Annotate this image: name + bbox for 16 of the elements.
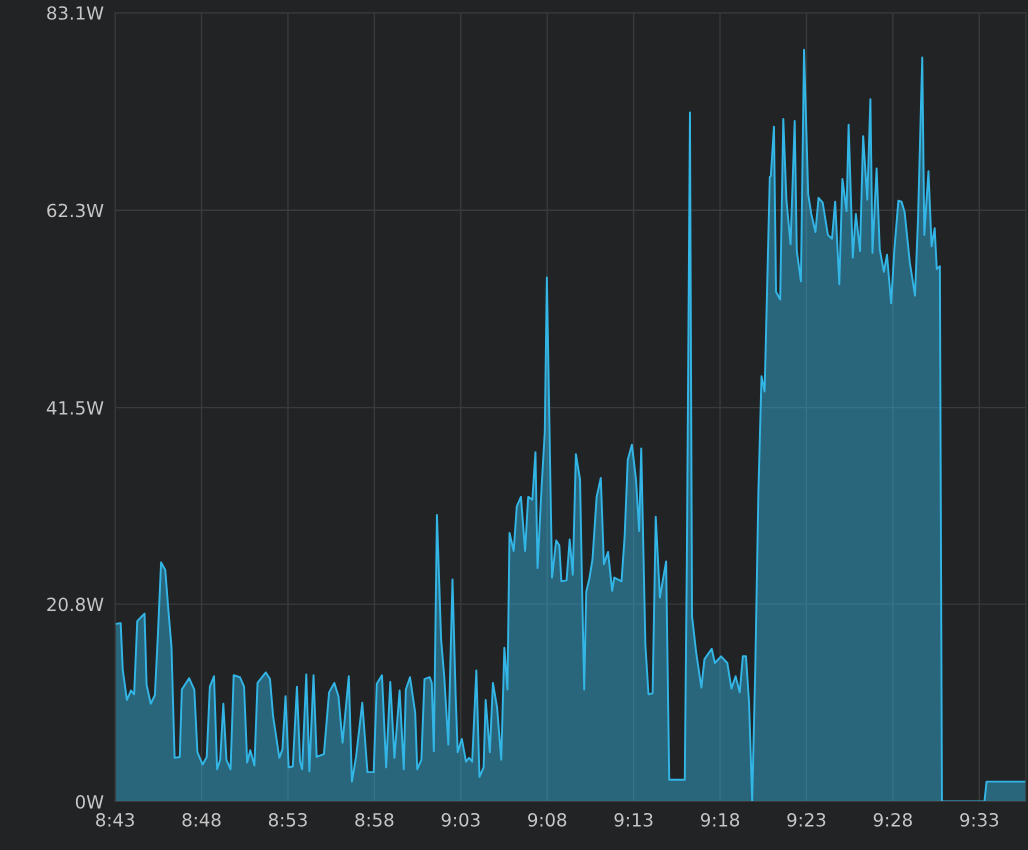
- x-tick-label: 8:48: [182, 812, 221, 827]
- x-tick-label: 8:53: [268, 812, 307, 827]
- x-tick-label: 9:18: [700, 812, 740, 827]
- y-tick-label: 20.8W: [47, 597, 104, 612]
- y-tick-label: 0W: [75, 795, 104, 809]
- y-tick-label: 62.3W: [47, 203, 104, 218]
- y-tick-label: 83.1W: [47, 6, 104, 20]
- x-tick-label: 9:28: [873, 812, 912, 827]
- y-tick-label: 41.5W: [46, 401, 104, 415]
- x-tick-label: 9:08: [528, 812, 567, 827]
- x-tick-label: 9:13: [614, 812, 653, 827]
- x-tick-label: 8:58: [355, 812, 394, 827]
- x-tick-label: 9:33: [960, 812, 999, 827]
- x-tick-label: 9:23: [787, 812, 826, 827]
- x-tick-label: 9:03: [441, 812, 480, 827]
- x-tick-label: 8:43: [96, 812, 134, 827]
